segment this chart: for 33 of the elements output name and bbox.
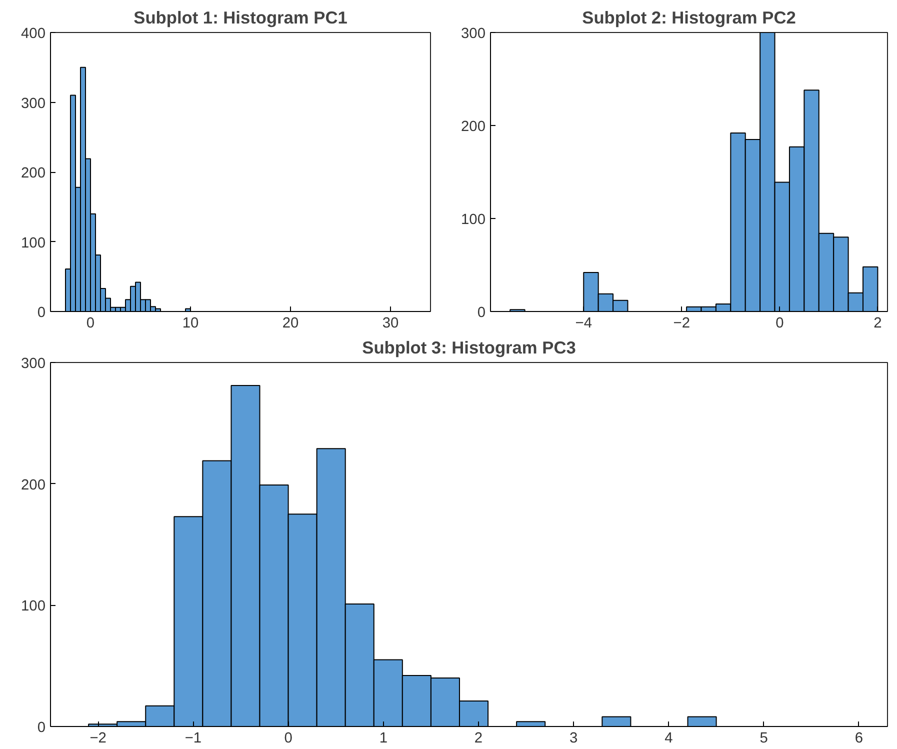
x-tick-label: 5 (760, 730, 768, 746)
y-tick-label: 400 (21, 26, 46, 42)
x-tick-label: 0 (284, 730, 292, 746)
x-tick-label: −2 (90, 730, 106, 746)
x-tick-label: −2 (673, 316, 690, 332)
y-tick-label: 200 (461, 119, 486, 135)
x-tick-label: 30 (382, 316, 399, 332)
x-tick-label: 6 (854, 730, 864, 746)
y-tick-label: 0 (477, 305, 486, 321)
chart-title: Subplot 1: Histogram PC1 (134, 8, 348, 28)
y-tick-label: 200 (21, 477, 46, 494)
y-tick-label: 0 (37, 305, 46, 321)
y-tick-label: 100 (461, 212, 486, 228)
chart-title: Subplot 2: Histogram PC2 (582, 8, 796, 28)
y-tick-label: 100 (21, 235, 46, 252)
x-tick-label: −4 (575, 316, 592, 332)
y-tick-label: 200 (21, 166, 46, 182)
y-tick-label: 0 (37, 720, 46, 736)
x-tick-label: 4 (664, 730, 673, 746)
x-tick-label: 0 (86, 316, 95, 332)
x-tick-label: 10 (182, 316, 199, 332)
x-tick-label: 2 (474, 730, 483, 746)
x-tick-label: 0 (776, 316, 784, 332)
y-tick-label: 300 (21, 96, 46, 112)
x-tick-label: −1 (184, 730, 202, 746)
y-tick-label: 300 (461, 26, 486, 42)
x-tick-label: 2 (874, 316, 882, 332)
x-tick-label: 1 (379, 730, 388, 746)
chart-title: Subplot 3: Histogram PC3 (362, 338, 576, 358)
y-tick-label: 100 (21, 598, 46, 615)
x-tick-label: 3 (570, 730, 578, 746)
y-tick-label: 300 (21, 356, 46, 372)
x-tick-label: 20 (282, 316, 299, 332)
